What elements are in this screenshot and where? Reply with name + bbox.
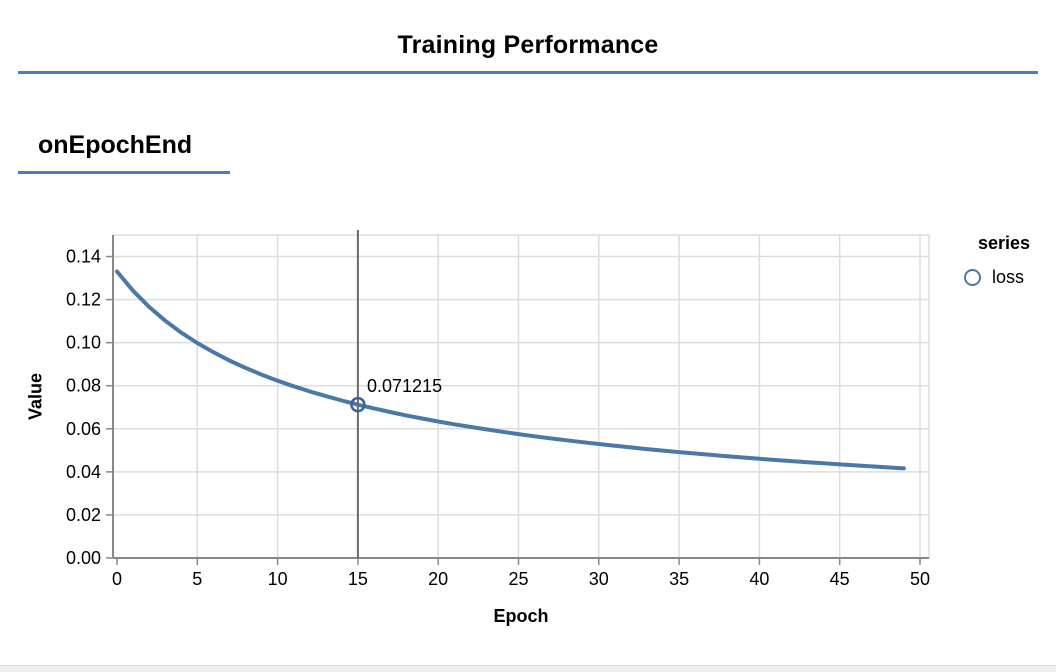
- x-tick-label: 35: [669, 569, 689, 589]
- loss-line-chart[interactable]: 0.00 0.02 0.04 0.06 0.08 0.10 0.12 0.14 0 5 10 15 20…: [0, 210, 1056, 650]
- loss-series-marker-icon: [964, 269, 981, 286]
- tooltip-value: 0.071215: [367, 376, 443, 396]
- hover-point: [350, 396, 366, 413]
- x-tick-label: 15: [348, 569, 368, 589]
- hover-marker: [350, 230, 366, 558]
- y-tick-label: 0.10: [66, 333, 101, 353]
- x-tick-label: 25: [508, 569, 528, 589]
- x-tick-label: 40: [749, 569, 769, 589]
- legend: series loss: [964, 233, 1030, 288]
- x-tick-label: 45: [830, 569, 850, 589]
- legend-item-loss: loss: [964, 267, 1030, 288]
- x-tick-label: 50: [910, 569, 930, 589]
- legend-item-label: loss: [992, 267, 1025, 287]
- x-tick-label: 20: [428, 569, 448, 589]
- legend-title: series: [978, 233, 1031, 253]
- y-tick-label: 0.12: [66, 290, 101, 310]
- y-axis-title: Value: [25, 372, 46, 421]
- x-axis-title: Epoch: [493, 606, 549, 626]
- y-tick-label: 0.08: [66, 376, 101, 396]
- x-tick-label: 5: [192, 569, 202, 589]
- x-tick-label: 10: [268, 569, 288, 589]
- page-title: Training Performance: [397, 31, 659, 59]
- title-divider: [18, 71, 1038, 74]
- x-tick-label: 30: [589, 569, 609, 589]
- loss-curve: [115, 269, 906, 471]
- y-tick-label: 0.00: [66, 548, 101, 568]
- x-tick-label: 0: [112, 569, 122, 589]
- y-tick-label: 0.02: [66, 505, 101, 525]
- y-tick-label: 0.14: [66, 247, 101, 267]
- y-tick-label: 0.04: [66, 462, 101, 482]
- section-divider: [18, 171, 230, 174]
- loss-series-line: [115, 269, 906, 471]
- section-title: onEpochEnd: [38, 131, 193, 159]
- axes: 0.00 0.02 0.04 0.06 0.08 0.10 0.12 0.14 0 5 10 15 20…: [66, 235, 930, 589]
- gridlines: [113, 234, 930, 558]
- y-tick-label: 0.06: [66, 419, 101, 439]
- bottom-page-edge: [0, 665, 1056, 672]
